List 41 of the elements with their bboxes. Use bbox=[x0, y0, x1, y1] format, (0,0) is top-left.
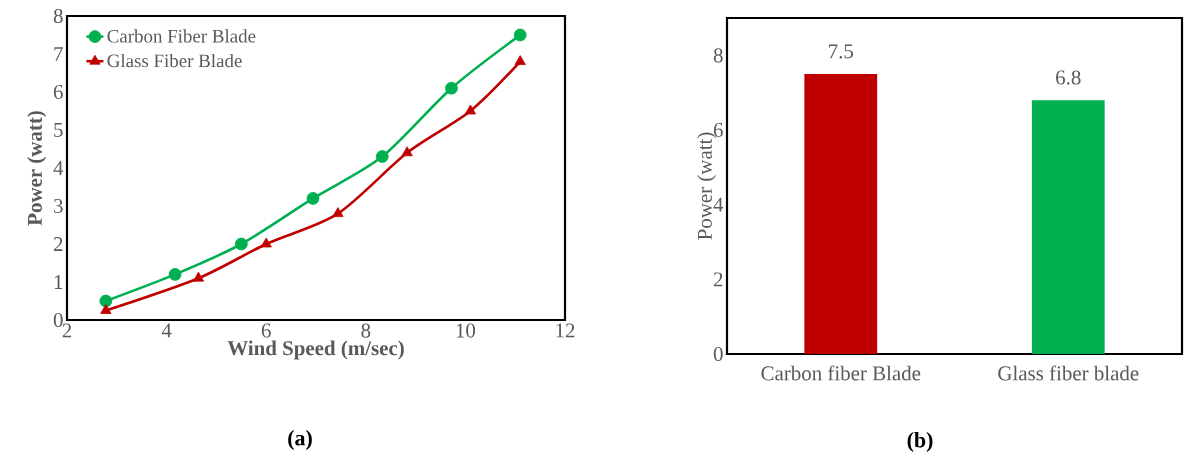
y-tick-label: 6 bbox=[53, 84, 63, 100]
x-tick-label: Carbon fiber Blade bbox=[761, 365, 921, 381]
data-label: 6.8 bbox=[1056, 70, 1081, 85]
point bbox=[306, 192, 320, 205]
x-axis-title: Wind Speed (m/sec) bbox=[227, 340, 404, 360]
point bbox=[375, 150, 389, 163]
point bbox=[234, 237, 248, 251]
y-tick-label: 0 bbox=[713, 346, 723, 362]
point bbox=[332, 207, 344, 217]
legend-label: Carbon Fiber Blade bbox=[107, 29, 256, 43]
y-tick-label: 5 bbox=[54, 123, 63, 137]
y-axis-title: Power (watt) bbox=[27, 111, 47, 226]
x-tick-label: 8 bbox=[361, 323, 371, 338]
x-tick-label: 4 bbox=[161, 323, 172, 338]
point bbox=[401, 146, 413, 157]
x-tick-label: 6 bbox=[261, 323, 271, 338]
y-tick-label: 7 bbox=[54, 47, 63, 61]
y-tick-label: 2 bbox=[53, 237, 63, 251]
y-tick-label: 2 bbox=[713, 272, 723, 287]
y-tick-label: 8 bbox=[53, 8, 63, 24]
point bbox=[99, 294, 113, 308]
y-tick-label: 4 bbox=[53, 161, 64, 175]
x-tick-label: Glass fiber blade bbox=[998, 365, 1139, 381]
point bbox=[445, 81, 458, 95]
y-tick-label: 3 bbox=[54, 198, 63, 214]
point bbox=[464, 104, 476, 115]
y-tick-label: 8 bbox=[713, 48, 723, 63]
point bbox=[192, 271, 205, 282]
legend-label: Glass Fiber Blade bbox=[107, 53, 242, 68]
y-tick-label: 0 bbox=[53, 312, 63, 328]
point bbox=[260, 237, 272, 248]
x-tick-label: 12 bbox=[556, 323, 575, 338]
point bbox=[513, 28, 527, 42]
data-label: 7.5 bbox=[829, 44, 854, 59]
text: (b) bbox=[907, 432, 933, 452]
y-tick-label: 1 bbox=[54, 275, 63, 289]
text: (a) bbox=[288, 430, 312, 450]
point bbox=[100, 304, 112, 314]
point bbox=[514, 55, 526, 65]
x-tick-label: 10 bbox=[456, 323, 476, 338]
point bbox=[168, 268, 182, 281]
